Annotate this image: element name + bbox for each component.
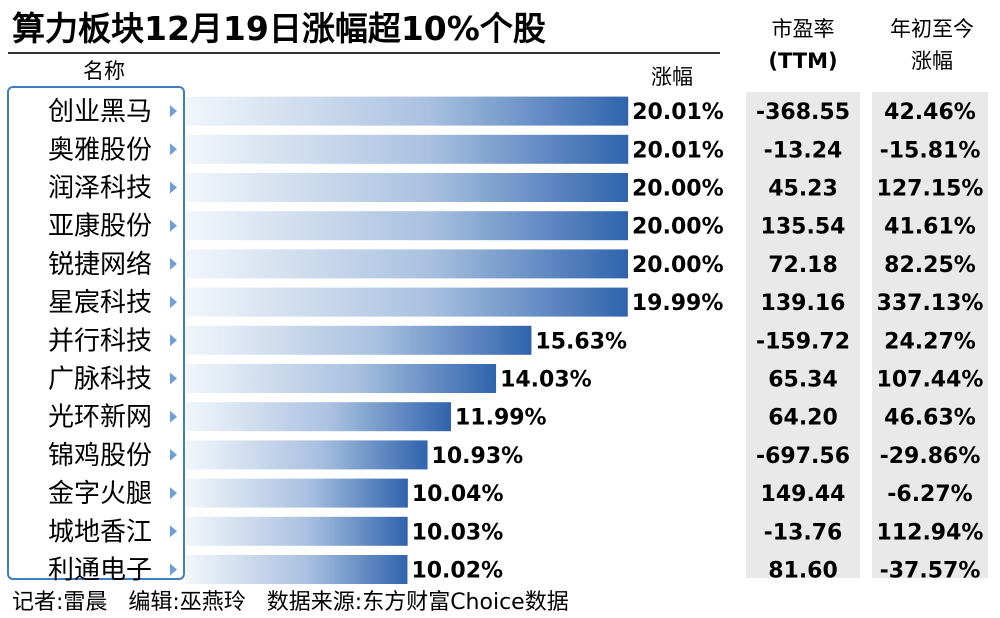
row-arrow-icon	[170, 487, 177, 500]
stock-name-label: 创业黑马	[48, 97, 152, 127]
change-bar	[186, 325, 532, 355]
change-value-label: 10.02%	[411, 559, 503, 584]
pe-ttm-value: 64.20	[768, 406, 838, 431]
stock-name-label: 光环新网	[48, 403, 152, 433]
row-arrow-icon	[170, 372, 177, 385]
change-value-label: 14.03%	[500, 368, 592, 393]
change-bar	[186, 134, 629, 164]
ytd-change-value: 107.44%	[877, 368, 984, 393]
stock-name-label: 锐捷网络	[48, 250, 152, 280]
pe-ttm-value: -13.76	[764, 520, 843, 545]
ytd-column-header-line2: 涨幅	[911, 49, 953, 73]
title-underline	[8, 52, 720, 54]
ytd-change-value: 337.13%	[877, 291, 984, 316]
ytd-change-value: 41.61%	[884, 215, 976, 240]
change-value-label: 20.00%	[632, 253, 724, 278]
stock-name-label: 城地香江	[48, 517, 152, 547]
change-bar	[186, 211, 628, 241]
pe-ttm-value: 81.60	[768, 559, 838, 584]
change-value-label: 20.00%	[632, 177, 724, 202]
row-arrow-icon	[170, 563, 177, 576]
change-value-label: 20.01%	[632, 138, 724, 163]
pe-ttm-value: -159.72	[756, 329, 850, 354]
stock-name-frame	[7, 86, 185, 580]
ytd-change-value: -37.57%	[880, 559, 981, 584]
pe-column-header-line1: 市盈率	[772, 17, 835, 41]
row-arrow-icon	[170, 525, 177, 538]
change-bar	[186, 173, 628, 202]
pe-ttm-value: 45.23	[768, 177, 838, 202]
change-bar	[186, 96, 629, 126]
ytd-change-value: 127.15%	[877, 177, 984, 202]
row-arrow-icon	[170, 105, 177, 118]
pe-column-header-line2: (TTM)	[768, 49, 837, 73]
change-bar	[186, 364, 497, 393]
change-value-label: 10.04%	[412, 482, 504, 507]
change-bar	[186, 249, 628, 279]
ytd-change-value: -15.81%	[880, 138, 981, 163]
row-arrow-icon	[170, 181, 177, 194]
change-value-label: 10.03%	[412, 520, 504, 545]
ytd-change-value: -29.86%	[880, 444, 981, 469]
change-bar	[186, 287, 628, 317]
pe-ttm-value: 65.34	[768, 368, 838, 393]
ytd-change-value: -6.27%	[887, 482, 972, 507]
change-value-label: 20.00%	[632, 215, 724, 240]
footer-credits: 记者:雷晨 编辑:巫燕玲 数据来源:东方财富Choice数据	[12, 590, 569, 615]
name-column-header: 名称	[83, 59, 125, 83]
change-column-header: 涨幅	[651, 65, 693, 89]
change-value-label: 11.99%	[455, 406, 547, 431]
stock-name-label: 星宸科技	[48, 288, 152, 318]
stock-name-label: 利通电子	[48, 556, 152, 586]
pe-ttm-value: -368.55	[756, 100, 850, 125]
stock-name-label: 锦鸡股份	[48, 441, 152, 471]
change-bar	[186, 555, 408, 584]
row-arrow-icon	[170, 448, 177, 461]
ytd-change-value: 82.25%	[884, 253, 976, 278]
row-arrow-icon	[170, 410, 177, 423]
row-arrow-icon	[170, 219, 177, 232]
change-value-label: 20.01%	[632, 100, 724, 125]
row-arrow-icon	[170, 257, 177, 270]
pe-ttm-value: -13.24	[764, 138, 843, 163]
ytd-change-value: 42.46%	[884, 100, 976, 125]
stock-name-label: 并行科技	[48, 326, 152, 356]
change-value-label: 10.93%	[432, 444, 524, 469]
stock-name-label: 金字火腿	[48, 479, 152, 509]
change-value-label: 19.99%	[632, 291, 724, 316]
pe-ttm-value: 139.16	[761, 291, 846, 316]
pe-ttm-value: 149.44	[761, 482, 846, 507]
change-bar	[186, 402, 451, 432]
stock-name-label: 广脉科技	[48, 365, 152, 395]
ytd-change-value: 46.63%	[884, 406, 976, 431]
stock-name-label: 亚康股份	[48, 212, 152, 242]
change-bar	[186, 516, 408, 546]
ytd-change-value: 24.27%	[884, 329, 976, 354]
ytd-column-header-line1: 年初至今	[890, 17, 974, 41]
change-bar	[186, 478, 408, 508]
stock-name-label: 奥雅股份	[48, 135, 152, 165]
pe-ttm-value: 72.18	[768, 253, 838, 278]
ytd-change-value: 112.94%	[877, 520, 984, 545]
change-value-label: 15.63%	[535, 329, 627, 354]
pe-ttm-value: -697.56	[756, 444, 850, 469]
row-arrow-icon	[170, 296, 177, 309]
chart-rows: 创业黑马 20.01% -368.55 42.46% 奥雅股份 20.01% -13.24 -…	[48, 96, 984, 586]
change-bar	[186, 440, 428, 470]
row-arrow-icon	[170, 143, 177, 156]
ytd-column-panel	[872, 92, 988, 578]
stock-name-label: 润泽科技	[48, 174, 152, 204]
pe-column-panel	[746, 92, 860, 578]
row-arrow-icon	[170, 334, 177, 347]
pe-ttm-value: 135.54	[761, 215, 846, 240]
chart-title: 算力板块12月19日涨幅超10%个股	[12, 9, 546, 48]
